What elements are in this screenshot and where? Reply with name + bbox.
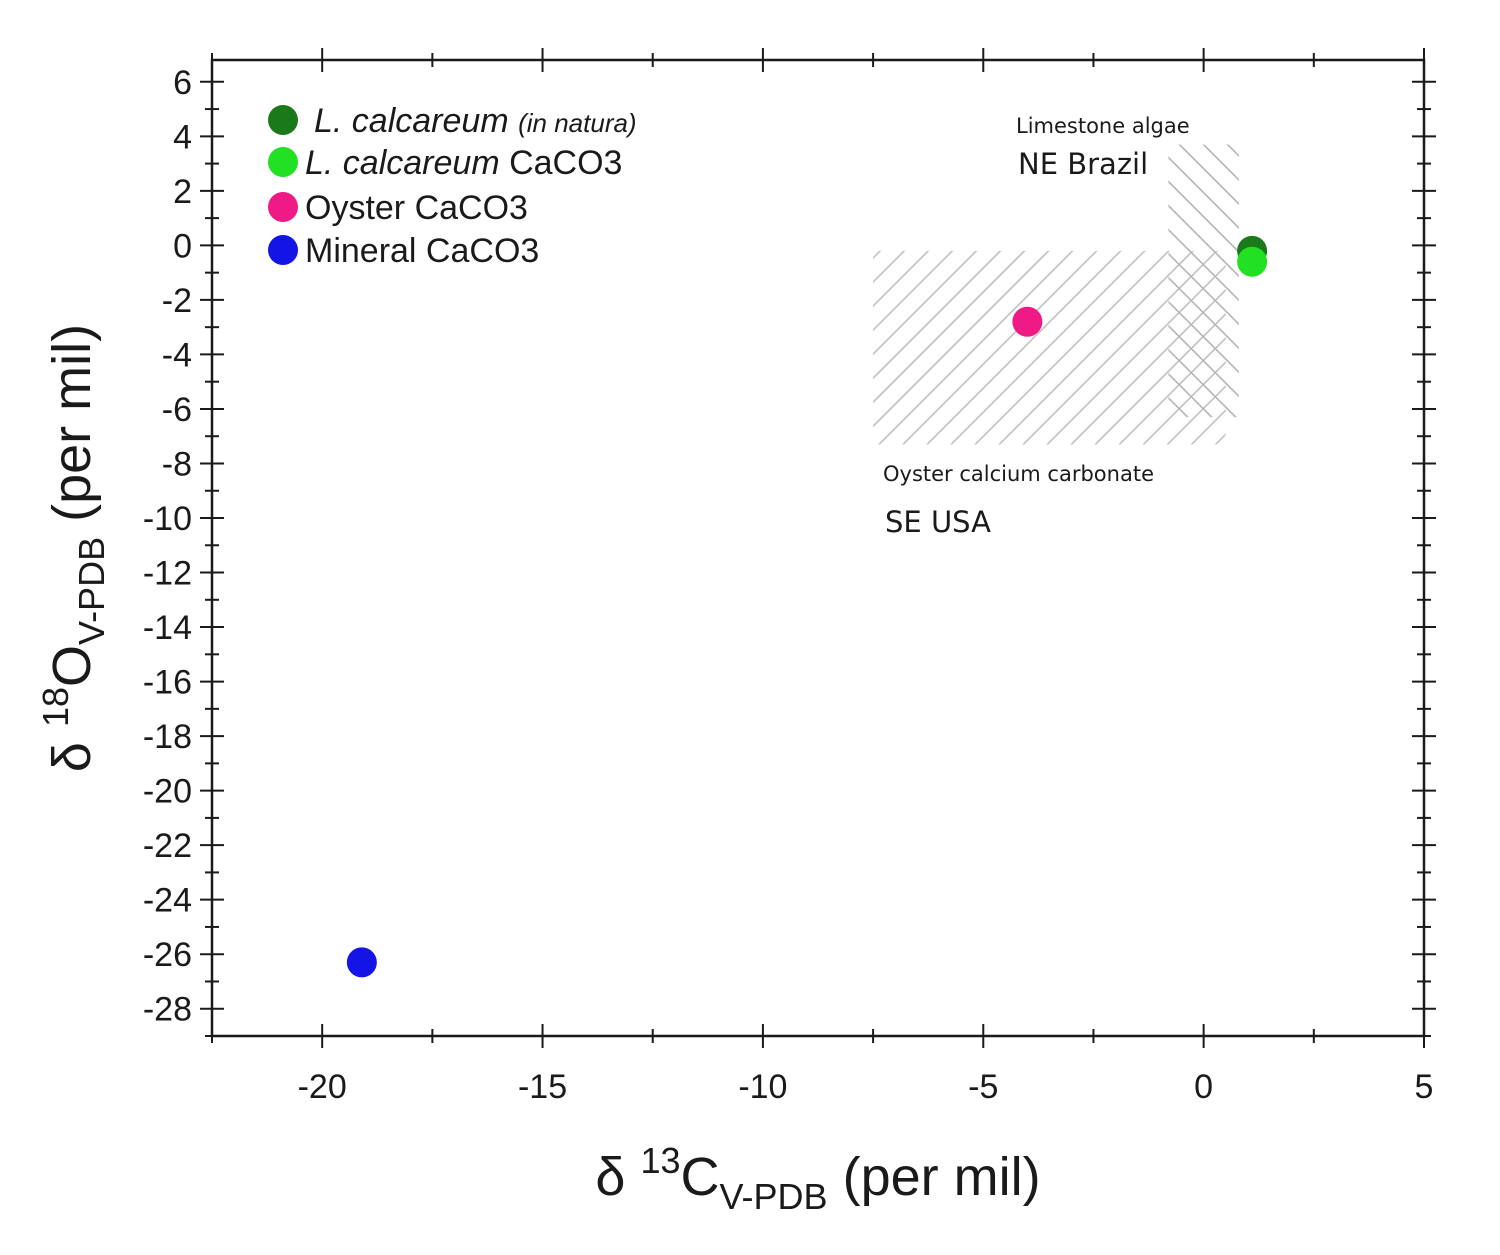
- region-label-oyster-calcium-carbonate: Oyster calcium carbonate: [883, 462, 1154, 486]
- y-tick-label: 6: [173, 64, 192, 102]
- y-axis-label-prefix: δ: [42, 727, 102, 772]
- y-tick-label: -6: [162, 391, 192, 429]
- x-axis-label: δ 13CV-PDB (per mil): [595, 1140, 1040, 1217]
- region-label-ne-brazil: NE Brazil: [1018, 147, 1148, 181]
- legend: L. calcareum (in natura)L. calcareum CaC…: [268, 102, 637, 270]
- region-label-limestone-algae: Limestone algae: [1016, 114, 1190, 138]
- legend-name: Oyster CaCO3: [305, 189, 528, 227]
- x-tick-label: -10: [738, 1068, 787, 1106]
- y-tick-label: -4: [162, 336, 192, 374]
- y-axis-label-sup: 18: [35, 687, 76, 727]
- y-axis-label: δ 18OV-PDB (per mil): [35, 324, 112, 772]
- x-tick-label: 0: [1194, 1068, 1213, 1106]
- legend-space: [509, 102, 518, 140]
- y-tick-label: -10: [143, 500, 192, 538]
- data-point-series-3: [346, 947, 377, 978]
- x-axis-label-sub: V-PDB: [720, 1176, 828, 1217]
- y-axis-label-suffix: (per mil): [42, 324, 102, 537]
- y-axis-label-main: O: [42, 645, 102, 687]
- x-tick-label: -15: [518, 1068, 567, 1106]
- legend-marker-0: [268, 105, 298, 135]
- legend-label-2: Oyster CaCO3: [305, 189, 528, 227]
- legend-label-0: L. calcareum (in natura): [314, 102, 637, 140]
- x-tick-labels: -20 -15 -10 -5 0 5: [298, 1068, 1434, 1106]
- y-tick-label: -22: [143, 827, 192, 865]
- y-tick-label: -20: [143, 773, 192, 811]
- legend-label-1: L. calcareum CaCO3: [305, 144, 622, 182]
- legend-name: Mineral CaCO3: [305, 232, 539, 270]
- x-axis-label-suffix: (per mil): [828, 1147, 1041, 1207]
- legend-label-3: Mineral CaCO3: [305, 232, 539, 270]
- y-tick-label: -8: [162, 445, 192, 483]
- data-point-series-2: [1012, 306, 1043, 337]
- y-axis-label-sub: V-PDB: [71, 537, 112, 645]
- y-tick-label: -14: [143, 609, 192, 647]
- data-point-series-1: [1237, 246, 1268, 277]
- y-tick-label: -16: [143, 664, 192, 702]
- x-tick-label: -20: [298, 1068, 347, 1106]
- hatched-region-1: [873, 250, 1226, 445]
- hatched-regions: [873, 144, 1239, 445]
- legend-name: L. calcareum: [305, 144, 500, 182]
- x-axis-label-main: C: [681, 1147, 720, 1207]
- y-tick-label: -28: [143, 991, 192, 1029]
- y-tick-labels: 6 4 2 0 -2 -4 -6 -8 -10 -12 -14 -16 -18 -20 -22 -24 -26 -…: [143, 64, 192, 1029]
- legend-marker-1: [268, 147, 298, 177]
- y-tick-label: -18: [143, 718, 192, 756]
- x-axis-label-sup: 13: [640, 1140, 680, 1181]
- hatched-region-0: [1168, 144, 1239, 418]
- legend-marker-2: [268, 192, 298, 222]
- legend-marker-3: [268, 235, 298, 265]
- y-tick-label: -12: [143, 555, 192, 593]
- y-tick-label: 2: [173, 173, 192, 211]
- plot-frame: [210, 58, 1426, 1038]
- legend-note: (in natura): [518, 108, 637, 138]
- region-labels: Limestone algae NE Brazil Oyster calcium c…: [883, 114, 1190, 539]
- y-tick-label: 0: [173, 227, 192, 265]
- y-tick-label: -2: [162, 282, 192, 320]
- x-axis-label-prefix: δ: [595, 1147, 640, 1207]
- y-tick-label: -24: [143, 882, 192, 920]
- region-label-se-usa: SE USA: [885, 505, 991, 539]
- data-points: [346, 235, 1268, 978]
- x-tick-label: 5: [1415, 1068, 1434, 1106]
- legend-suffix: CaCO3: [500, 144, 623, 182]
- legend-name: L. calcareum: [314, 102, 509, 140]
- y-tick-label: -26: [143, 936, 192, 974]
- y-tick-label: 4: [173, 118, 192, 156]
- x-tick-label: -5: [968, 1068, 998, 1106]
